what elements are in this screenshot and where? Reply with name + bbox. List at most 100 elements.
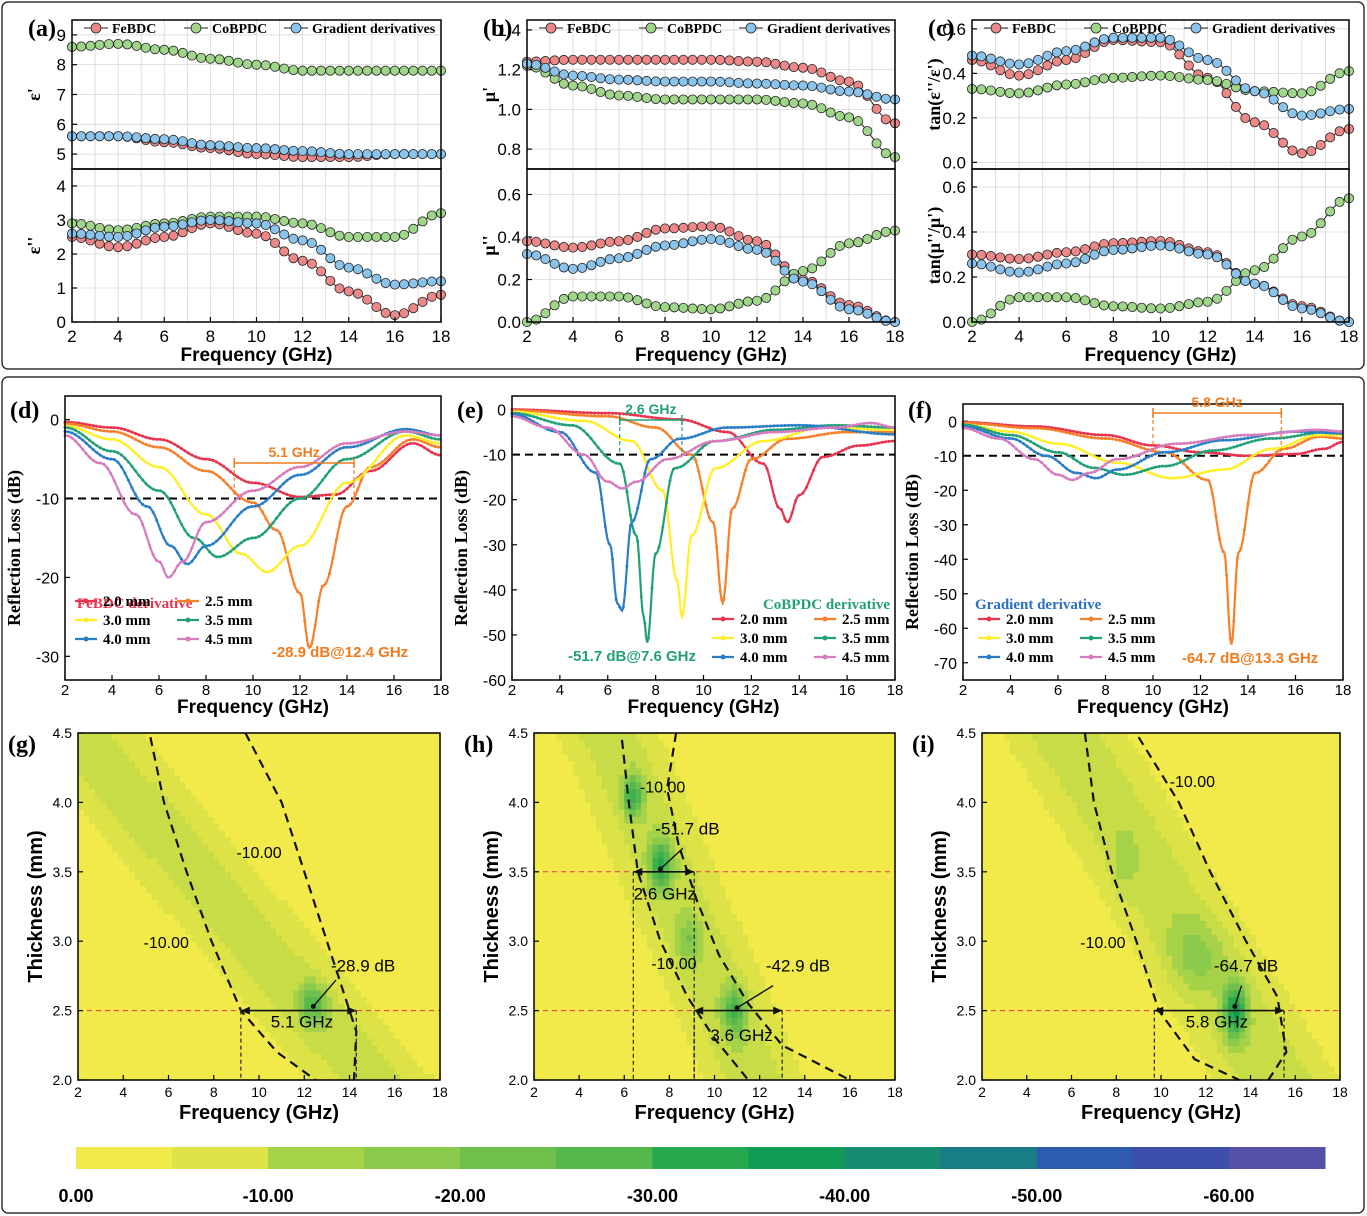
heat-cell [264, 1066, 271, 1074]
heat-cell [151, 941, 158, 949]
rl-marker [643, 424, 647, 428]
y-tick-label: 5 [57, 145, 66, 164]
heat-cell [174, 1045, 181, 1053]
heat-cell [191, 1066, 198, 1074]
series-marker [660, 223, 671, 234]
heat-cell [253, 802, 260, 810]
rl-marker [621, 438, 625, 442]
rl-marker [1089, 471, 1093, 475]
rl-marker [1267, 459, 1271, 463]
legend-label: 4.0 mm [740, 650, 788, 666]
rl-marker [682, 418, 686, 422]
heat-cell [100, 975, 107, 984]
rl-marker [1332, 431, 1335, 435]
rl-marker [430, 440, 434, 444]
series-marker [733, 77, 744, 88]
heat-cell [140, 1031, 147, 1039]
rl-marker [804, 485, 808, 489]
heat-cell [151, 746, 158, 755]
heat-cell [100, 941, 107, 949]
rl-marker [733, 426, 737, 430]
heat-cell [100, 864, 107, 873]
rl-marker [524, 411, 528, 415]
heat-cell [94, 760, 102, 769]
rl-marker [1246, 441, 1250, 445]
rl-marker [341, 458, 345, 462]
heat-cell [270, 850, 277, 859]
heat-cell [191, 941, 198, 949]
series-marker [223, 216, 234, 227]
heat-cell [174, 1038, 181, 1046]
heat-cell [213, 802, 221, 810]
series-marker [816, 286, 827, 297]
rl-marker [725, 426, 729, 430]
heat-cell [230, 795, 237, 803]
heat-cell [202, 781, 209, 790]
rl-marker [70, 431, 74, 435]
heat-cell [145, 1024, 153, 1033]
rl-marker [278, 490, 282, 494]
series-marker [150, 44, 161, 55]
heat-cell [83, 1059, 90, 1067]
rl-marker [840, 430, 844, 434]
y-tick-label: 0 [497, 403, 506, 420]
heat-cell [157, 1024, 164, 1033]
heat-cell [174, 830, 181, 838]
rl-marker [1011, 425, 1015, 429]
rl-marker [356, 488, 360, 492]
heat-cell [134, 788, 141, 797]
heat-cell [89, 975, 96, 984]
series-marker [1306, 227, 1317, 238]
rl-marker [686, 460, 690, 464]
heat-cell [78, 767, 85, 776]
heat-cell [117, 809, 124, 817]
heat-cell [162, 899, 170, 908]
rl-marker [70, 425, 74, 429]
heat-cell [168, 989, 175, 998]
rl-marker [1157, 474, 1161, 478]
series-marker [1155, 70, 1166, 81]
rl-marker [589, 420, 593, 424]
heat-cell [162, 857, 170, 866]
series-marker [540, 308, 551, 319]
rl-marker [313, 623, 317, 627]
rl-marker [172, 570, 176, 574]
rl-marker [801, 428, 805, 432]
rl-marker [1136, 465, 1140, 469]
heat-cell [128, 844, 136, 852]
heat-cell [275, 830, 283, 838]
heat-cell [162, 955, 170, 963]
heat-cell [128, 892, 136, 901]
series-marker [389, 65, 400, 76]
heat-cell [225, 962, 232, 970]
heat-cell [242, 767, 249, 776]
rl-marker [876, 425, 880, 429]
rl-marker [707, 476, 711, 480]
series-marker [1014, 70, 1025, 81]
series-marker [1004, 58, 1015, 69]
heat-cell [89, 1010, 96, 1019]
rl-marker [260, 482, 264, 486]
rl-marker [1146, 470, 1150, 474]
rl-marker [1022, 442, 1026, 446]
series-marker [1136, 71, 1147, 82]
heat-cell [270, 962, 277, 970]
series-marker [288, 233, 299, 244]
rl-marker [1271, 454, 1275, 458]
heat-cell [259, 941, 266, 949]
rl-marker [102, 455, 106, 459]
rl-marker [668, 457, 672, 461]
heat-cell [213, 1045, 221, 1053]
series-marker [1315, 80, 1326, 91]
series-marker [1164, 71, 1175, 82]
heat-cell [213, 733, 221, 741]
heat-cell [202, 795, 209, 803]
heat-cell [264, 767, 271, 776]
heat-cell [111, 927, 119, 935]
heat-cell [253, 934, 260, 942]
heat-cell [111, 830, 119, 838]
heat-cell [162, 795, 170, 803]
rl-marker [193, 537, 197, 541]
heat-cell [219, 989, 226, 998]
series-marker [733, 298, 744, 309]
